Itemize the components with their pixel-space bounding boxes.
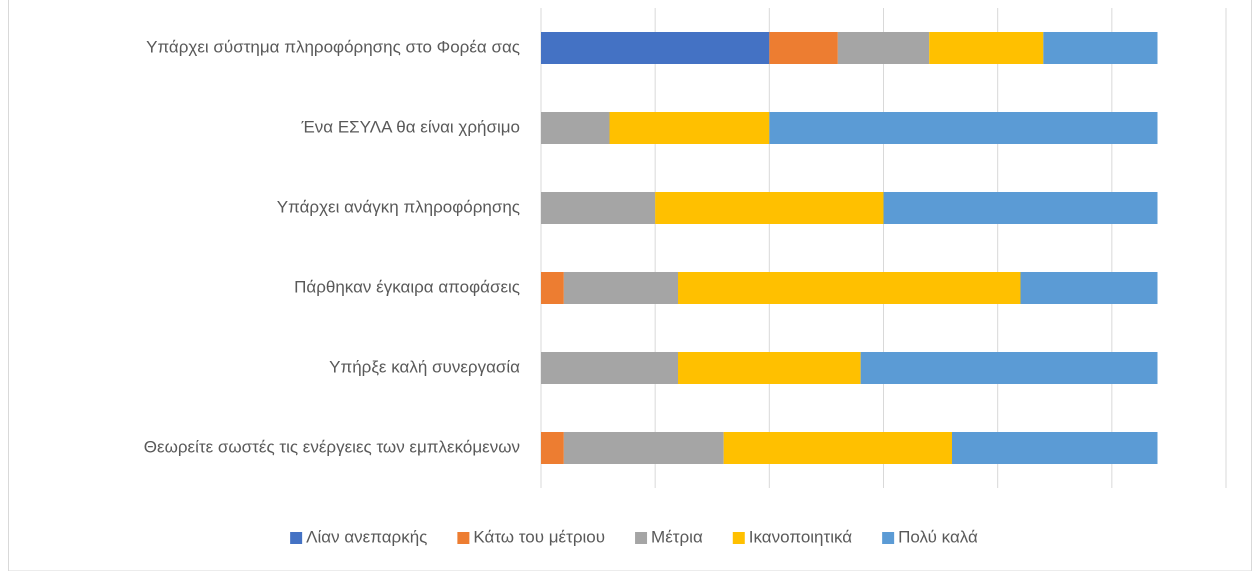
- legend-label: Κάτω του μέτριου: [473, 527, 605, 546]
- bar-segment: [769, 112, 1158, 144]
- bar-segment: [860, 352, 1158, 384]
- legend-swatch: [882, 532, 895, 544]
- y-tick-label: Πάρθηκαν έγκαιρα αποφάσεις: [294, 277, 520, 296]
- bar-segment: [541, 272, 564, 304]
- legend-label: Ικανοποιητικά: [749, 527, 853, 546]
- bar-segment: [1043, 32, 1158, 64]
- legend-swatch: [635, 532, 648, 544]
- bar-segment: [609, 112, 770, 144]
- bar-segment: [655, 192, 884, 224]
- bar-segment: [563, 432, 724, 464]
- bar-segment: [541, 112, 610, 144]
- bar-segment: [563, 272, 678, 304]
- bar-segment: [1020, 272, 1158, 304]
- bar-segment: [541, 192, 656, 224]
- bar-segment: [678, 272, 1021, 304]
- bar-segment: [952, 432, 1158, 464]
- legend-swatch: [457, 532, 470, 544]
- bar-segment: [837, 32, 930, 64]
- y-tick-label: Ένα ΕΣΥΛΑ θα είναι χρήσιμο: [300, 117, 520, 136]
- legend-label: Πολύ καλά: [898, 527, 978, 546]
- legend-swatch: [732, 532, 745, 544]
- legend-label: Μέτρια: [651, 527, 703, 546]
- y-tick-label: Θεωρείτε σωστές τις ενέργειες των εμπλεκ…: [144, 437, 520, 456]
- y-tick-label: Υπάρχει σύστημα πληροφόρησης στο Φορέα σ…: [146, 37, 520, 56]
- legend-swatch: [290, 532, 303, 544]
- bar-segment: [929, 32, 1044, 64]
- y-tick-label: Υπήρξε καλή συνεργασία: [329, 357, 520, 376]
- bar-segment: [883, 192, 1158, 224]
- bar-segment: [769, 32, 838, 64]
- bar-segment: [723, 432, 952, 464]
- bar-segment: [541, 32, 770, 64]
- legend-label: Λίαν ανεπαρκής: [306, 527, 427, 546]
- bar-segment: [678, 352, 861, 384]
- y-tick-label: Υπάρχει ανάγκη πληροφόρησης: [277, 197, 520, 216]
- bar-segment: [541, 352, 678, 384]
- bar-segment: [541, 432, 564, 464]
